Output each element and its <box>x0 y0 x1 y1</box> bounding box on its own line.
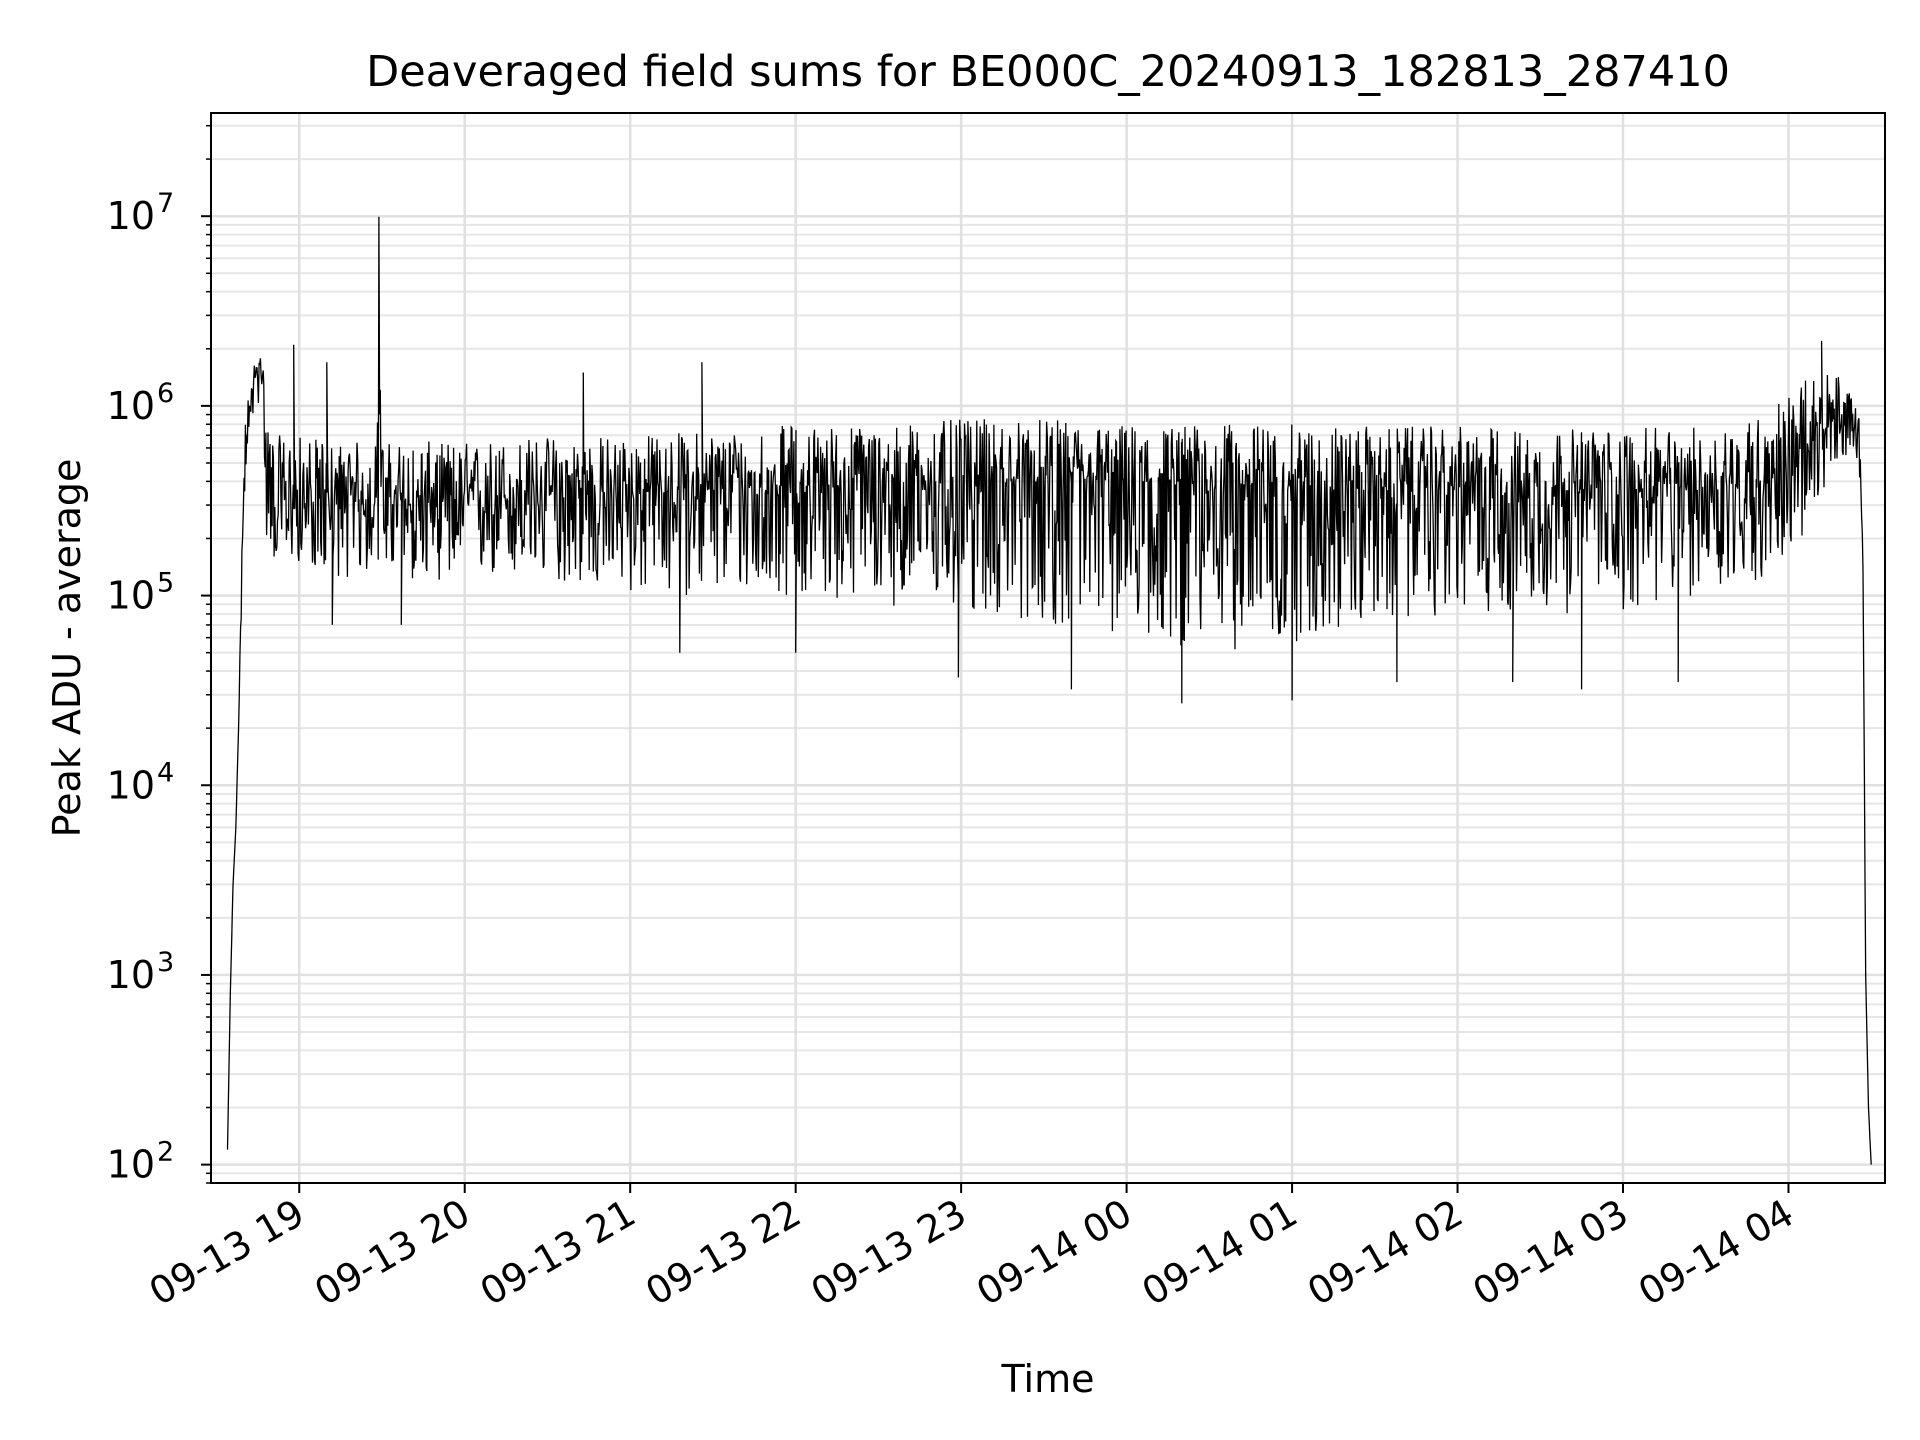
y-tick-label-base: 10 <box>107 763 155 807</box>
y-tick-label-base: 10 <box>107 953 155 997</box>
y-tick-label-exponent: 3 <box>157 947 174 978</box>
y-tick-label-exponent: 2 <box>157 1137 174 1168</box>
x-axis-label: Time <box>1001 1357 1095 1401</box>
y-tick-label-base: 10 <box>107 384 155 428</box>
y-tick-label-base: 10 <box>107 574 155 618</box>
series-layer <box>226 159 1872 1165</box>
y-tick-label-exponent: 7 <box>157 188 174 219</box>
chart-title: Deaveraged field sums for BE000C_2024091… <box>366 47 1730 97</box>
series-group <box>226 159 1872 1165</box>
plot-frame <box>210 112 1886 1184</box>
y-tick-label-base: 10 <box>107 1143 155 1187</box>
y-tick-label-exponent: 4 <box>157 757 174 788</box>
series-line <box>226 216 1872 1165</box>
y-axis-label: Peak ADU - average <box>45 459 89 838</box>
grid <box>211 113 1885 1184</box>
y-tick-label-base: 10 <box>107 194 155 238</box>
y-tick-label-exponent: 6 <box>157 378 174 409</box>
y-tick-label-exponent: 5 <box>157 568 174 599</box>
